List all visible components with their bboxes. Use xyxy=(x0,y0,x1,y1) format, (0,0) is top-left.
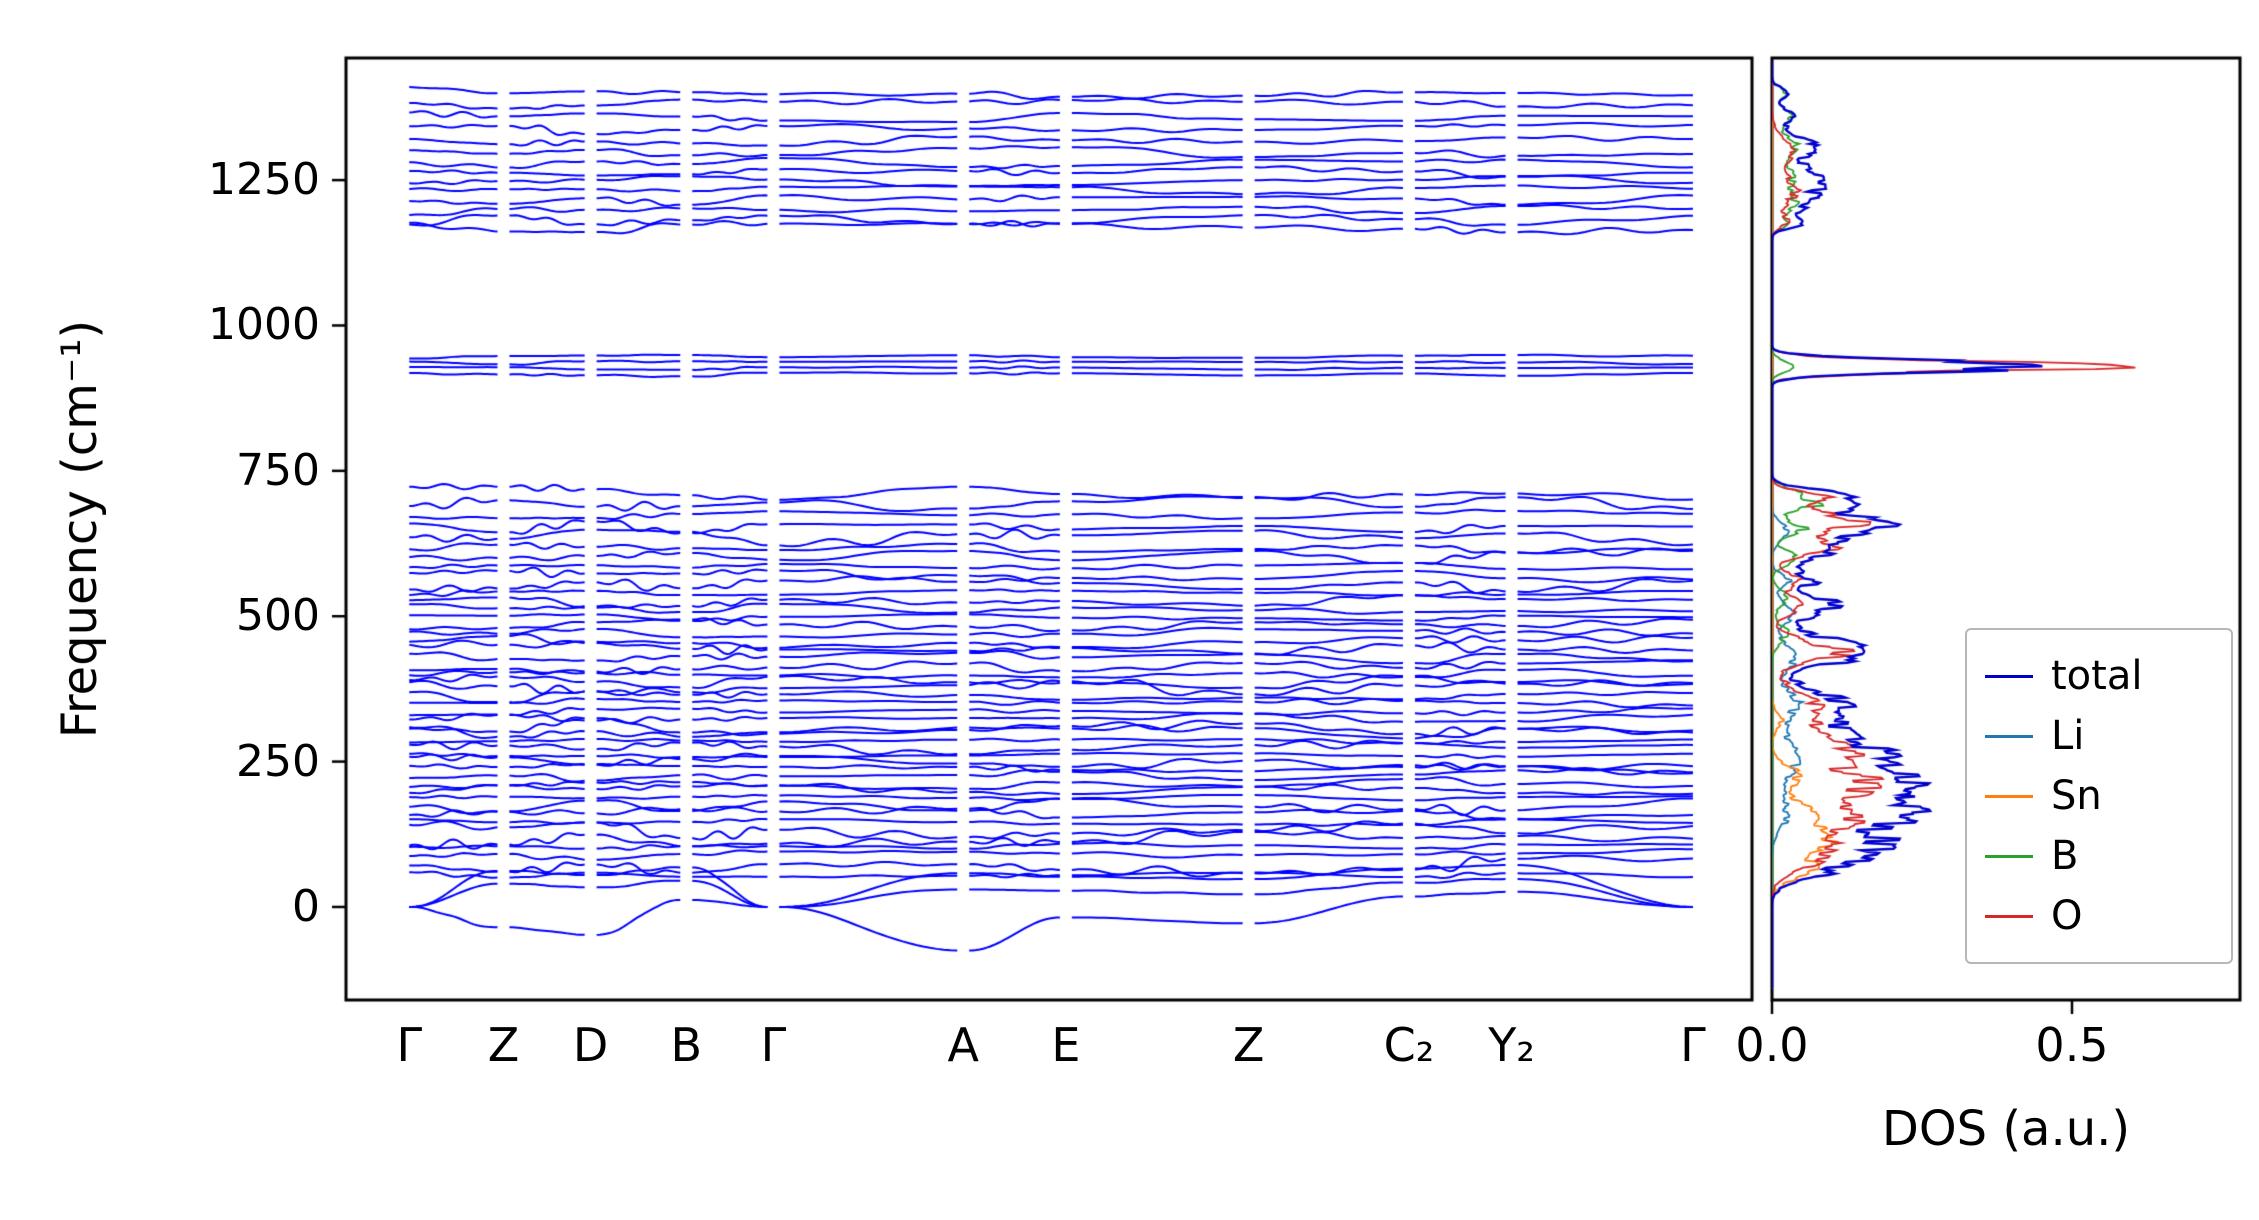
y-tick-label: 0 xyxy=(292,880,320,932)
legend-item-O: O xyxy=(1985,886,2221,946)
kpoint-label: B xyxy=(670,1018,703,1072)
kpoint-label: E xyxy=(1051,1018,1081,1072)
kpoint-label: D xyxy=(572,1018,609,1072)
legend-label-B: B xyxy=(2051,833,2079,879)
kpoint-label: Z xyxy=(1232,1018,1265,1072)
legend-label-O: O xyxy=(2051,893,2083,939)
legend-line-Li xyxy=(1985,734,2033,738)
kpoint-label: Y₂ xyxy=(1488,1018,1535,1072)
kpoint-label: A xyxy=(947,1018,979,1072)
kpoint-label: Γ xyxy=(760,1018,787,1072)
dos-x-tick-label: 0.0 xyxy=(1735,1018,1809,1072)
legend-label-total: total xyxy=(2051,653,2143,699)
legend-line-Sn xyxy=(1985,794,2033,798)
dos-legend: total Li Sn B O xyxy=(1965,628,2233,964)
legend-line-O xyxy=(1985,914,2033,918)
y-tick-label: 500 xyxy=(236,590,320,642)
kpoint-label: Γ xyxy=(396,1018,423,1072)
kpoint-label: C₂ xyxy=(1383,1018,1435,1072)
legend-label-Sn: Sn xyxy=(2051,773,2102,819)
kpoint-label: Z xyxy=(487,1018,520,1072)
y-tick-label: 750 xyxy=(236,444,320,496)
dos-axis-label: DOS (a.u.) xyxy=(1881,1101,2131,1157)
legend-line-B xyxy=(1985,854,2033,858)
y-tick-label: 1000 xyxy=(208,299,320,351)
y-tick-label: 250 xyxy=(236,735,320,787)
legend-line-total xyxy=(1985,674,2033,678)
frequency-axis-label: Frequency (cm⁻¹) xyxy=(52,319,108,739)
y-tick-label: 1250 xyxy=(208,154,320,206)
legend-item-total: total xyxy=(1985,646,2221,706)
legend-item-Sn: Sn xyxy=(1985,766,2221,826)
kpoint-label: Γ xyxy=(1680,1018,1706,1072)
dos-x-tick-label: 0.5 xyxy=(2035,1018,2109,1072)
legend-item-Li: Li xyxy=(1985,706,2221,766)
legend-item-B: B xyxy=(1985,826,2221,886)
legend-label-Li: Li xyxy=(2051,713,2085,759)
